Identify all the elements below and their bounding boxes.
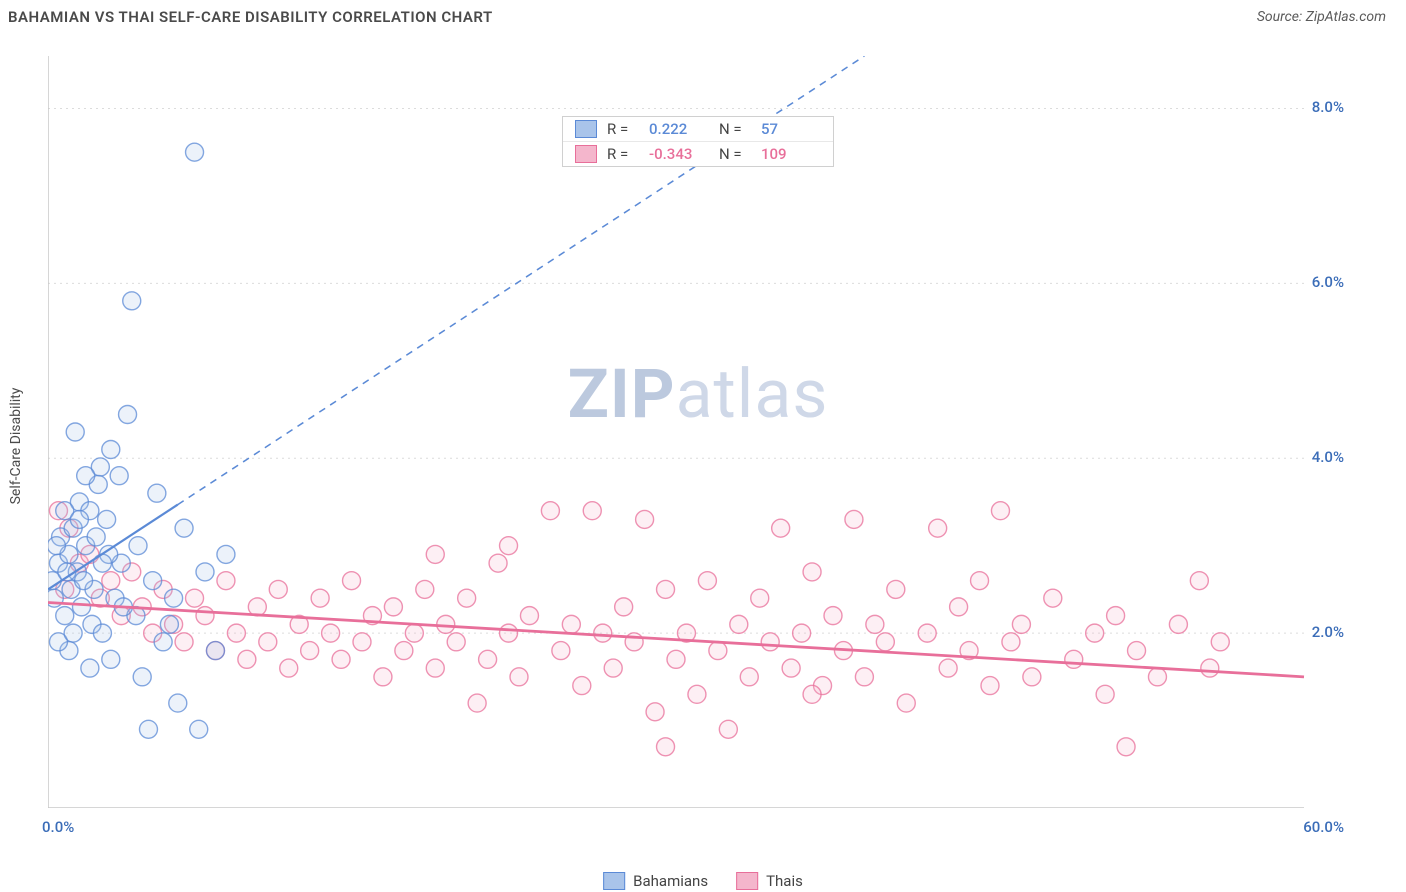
legend-item-thais: Thais: [736, 872, 803, 890]
swatch-icon: [736, 872, 758, 890]
swatch-icon: [575, 120, 597, 138]
r-label: R =: [607, 145, 639, 163]
scatter-chart: [48, 56, 1348, 808]
x-axis-min-label: 0.0%: [42, 818, 74, 836]
stats-row-thais: R = -0.343 N = 109: [563, 141, 833, 166]
legend-label: Thais: [766, 872, 803, 890]
n-label: N =: [719, 145, 751, 163]
series-legend: Bahamians Thais: [603, 872, 803, 890]
stats-row-bahamians: R = 0.222 N = 57: [563, 117, 833, 141]
x-axis-max-label: 60.0%: [1303, 818, 1344, 836]
swatch-icon: [575, 145, 597, 163]
stats-legend: R = 0.222 N = 57 R = -0.343 N = 109: [562, 116, 834, 167]
n-value: 109: [761, 145, 821, 163]
r-label: R =: [607, 120, 639, 138]
chart-title: BAHAMIAN VS THAI SELF-CARE DISABILITY CO…: [8, 8, 493, 26]
y-tick-label: 2.0%: [1312, 623, 1344, 641]
chart-area: ZIPatlas R = 0.222 N = 57 R = -0.343 N =…: [48, 56, 1348, 808]
y-tick-label: 8.0%: [1312, 98, 1344, 116]
r-value: 0.222: [649, 120, 709, 138]
swatch-icon: [603, 872, 625, 890]
legend-label: Bahamians: [633, 872, 708, 890]
n-label: N =: [719, 120, 751, 138]
y-tick-label: 4.0%: [1312, 448, 1344, 466]
y-axis-label: Self-Care Disability: [8, 388, 24, 505]
legend-item-bahamians: Bahamians: [603, 872, 708, 890]
n-value: 57: [761, 120, 821, 138]
y-tick-label: 6.0%: [1312, 273, 1344, 291]
r-value: -0.343: [649, 145, 709, 163]
chart-source: Source: ZipAtlas.com: [1257, 9, 1386, 25]
